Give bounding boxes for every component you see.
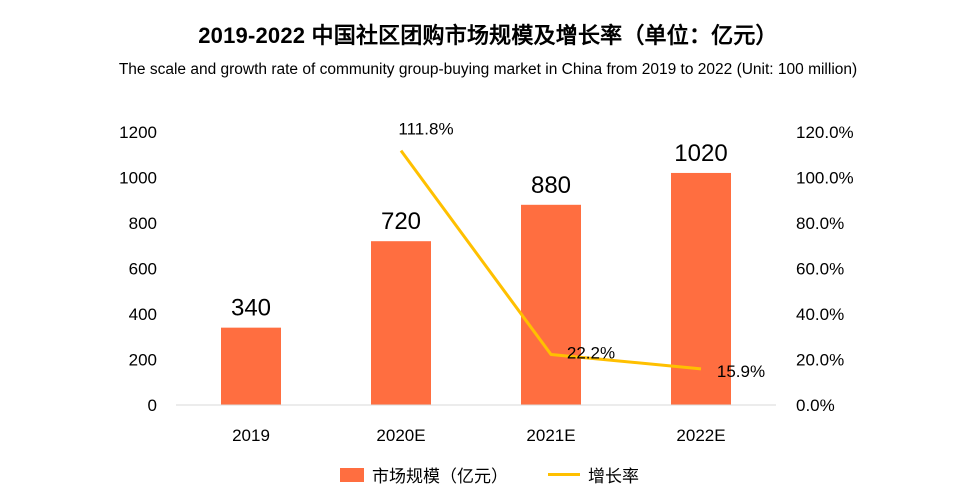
legend-item-line: 增长率 <box>548 462 639 487</box>
y-left-tick-label: 0 <box>148 396 157 415</box>
y-left-tick-label: 1000 <box>119 169 157 188</box>
y-right-tick-label: 100.0% <box>796 169 854 188</box>
y-right-tick-label: 40.0% <box>796 305 844 324</box>
y-right-tick-label: 0.0% <box>796 396 835 415</box>
bar <box>221 327 281 405</box>
legend-bar-label: 市场规模（亿元） <box>372 467 508 486</box>
chart-title: 2019-2022 中国社区团购市场规模及增长率（单位：亿元） <box>198 23 778 48</box>
chart-subtitle: The scale and growth rate of community g… <box>118 61 858 78</box>
bar-data-label: 340 <box>231 295 271 322</box>
line-data-label: 111.8% <box>398 120 453 139</box>
y-left-tick-label: 200 <box>129 351 157 370</box>
bar-data-label: 880 <box>531 172 571 199</box>
line-data-label: 22.2% <box>567 343 615 362</box>
y-left-tick-label: 400 <box>129 305 157 324</box>
x-tick-label: 2022E <box>676 426 725 445</box>
y-right-tick-label: 20.0% <box>796 351 844 370</box>
x-tick-label: 2020E <box>376 426 425 445</box>
line-data-label: 15.9% <box>717 362 765 381</box>
y-right-tick-label: 80.0% <box>796 214 844 233</box>
y-left-tick-label: 800 <box>129 214 157 233</box>
bar-data-label: 720 <box>381 208 421 235</box>
x-tick-label: 2019 <box>232 426 270 445</box>
y-right-tick-label: 60.0% <box>796 260 844 279</box>
legend-line-label: 增长率 <box>588 467 639 486</box>
growth-rate-line <box>399 149 702 371</box>
legend-bar-swatch <box>340 467 364 482</box>
y-right-tick-label: 120.0% <box>796 123 854 142</box>
legend-line-swatch <box>548 473 580 476</box>
bar-data-label: 1020 <box>674 140 727 167</box>
bar <box>521 204 581 405</box>
legend-item-bar: 市场规模（亿元） <box>340 462 508 487</box>
legend: 市场规模（亿元） 增长率 <box>0 462 976 488</box>
x-tick-label: 2021E <box>526 426 575 445</box>
y-left-tick-label: 1200 <box>119 123 157 142</box>
bar <box>371 241 431 405</box>
y-left-tick-label: 600 <box>129 260 157 279</box>
